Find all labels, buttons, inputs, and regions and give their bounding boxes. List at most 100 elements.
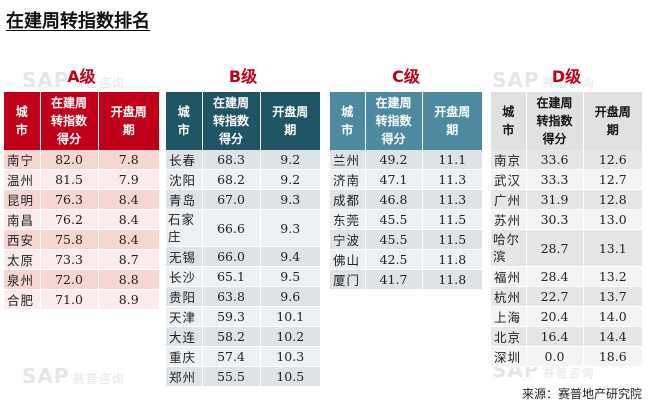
header-score: 在建周 转指数 得分 bbox=[202, 92, 261, 150]
score-cell: 76.3 bbox=[40, 189, 99, 210]
cycle-cell: 11.8 bbox=[422, 269, 482, 290]
city-cell: 哈尔滨 bbox=[491, 229, 527, 267]
city-cell: 温州 bbox=[4, 169, 41, 190]
score-cell: 28.7 bbox=[526, 229, 584, 267]
score-cell: 68.3 bbox=[202, 150, 261, 170]
table-row: 长春 68.3 9.2 bbox=[166, 150, 320, 170]
city-cell: 西安 bbox=[4, 229, 41, 250]
table-row: 佛山 42.5 11.8 bbox=[330, 249, 482, 270]
city-cell: 昆明 bbox=[4, 189, 41, 210]
panel-grade-d: D级 城市 在建周 转指数 得分 开盘周期 南京 33.6 12.6 武汉 33.3 12.7… bbox=[491, 66, 642, 367]
score-cell: 76.2 bbox=[40, 209, 99, 230]
rank-table: 城市 在建周 转指数 得分 开盘周期 长春 68.3 9.2 沈阳 68.2 9.2 青岛 67.… bbox=[166, 92, 320, 387]
table-row: 郑州 55.5 10.5 bbox=[166, 366, 320, 387]
city-cell: 济南 bbox=[330, 169, 366, 190]
city-cell: 武汉 bbox=[491, 169, 527, 190]
score-cell: 58.2 bbox=[202, 326, 261, 347]
score-cell: 41.7 bbox=[365, 269, 423, 290]
watermark: SAP 赛普咨询 bbox=[492, 358, 595, 382]
page-title: 在建周转指数排名 bbox=[6, 11, 150, 32]
score-cell: 0.0 bbox=[526, 346, 584, 367]
score-cell: 65.1 bbox=[202, 266, 261, 287]
cycle-cell: 11.1 bbox=[422, 150, 482, 170]
city-cell: 宁波 bbox=[330, 229, 366, 250]
city-cell: 苏州 bbox=[491, 209, 527, 230]
header-cycle: 开盘周期 bbox=[98, 92, 159, 150]
cycle-cell: 8.4 bbox=[98, 209, 159, 230]
cycle-cell: 9.2 bbox=[260, 150, 320, 170]
rank-table: 城市 在建周 转指数 得分 开盘周期 南京 33.6 12.6 武汉 33.3 12.7 广州 3… bbox=[491, 92, 642, 367]
score-cell: 55.5 bbox=[202, 366, 261, 387]
city-cell: 合肥 bbox=[4, 289, 41, 310]
cycle-cell: 13.0 bbox=[583, 209, 642, 230]
cycle-cell: 8.9 bbox=[98, 289, 159, 310]
cycle-cell: 12.8 bbox=[583, 189, 642, 210]
table-row: 昆明 76.3 8.4 bbox=[4, 189, 159, 210]
city-cell: 南京 bbox=[491, 150, 527, 170]
city-cell: 南宁 bbox=[4, 150, 41, 170]
cycle-cell: 18.6 bbox=[583, 346, 642, 367]
cycle-cell: 9.5 bbox=[260, 266, 320, 287]
score-cell: 46.8 bbox=[365, 189, 423, 210]
cycle-cell: 11.5 bbox=[422, 209, 482, 230]
watermark: SAP 赛普咨询 bbox=[22, 68, 125, 92]
cycle-cell: 9.4 bbox=[260, 246, 320, 267]
city-cell: 东莞 bbox=[330, 209, 366, 230]
grade-label: D级 bbox=[551, 67, 582, 86]
grade-label: C级 bbox=[392, 67, 420, 86]
cycle-cell: 11.5 bbox=[422, 229, 482, 250]
city-cell: 兰州 bbox=[330, 150, 366, 170]
score-cell: 49.2 bbox=[365, 150, 423, 170]
city-cell: 大连 bbox=[166, 326, 203, 347]
table-row: 合肥 71.0 8.9 bbox=[4, 289, 159, 310]
city-cell: 长沙 bbox=[166, 266, 203, 287]
header-score: 在建周 转指数 得分 bbox=[526, 92, 584, 150]
score-cell: 45.5 bbox=[365, 229, 423, 250]
cycle-cell: 14.4 bbox=[583, 326, 642, 347]
panel-grade-c: C级 城市 在建周 转指数 得分 开盘周期 兰州 49.2 11.1 济南 47.1 11.3… bbox=[330, 66, 482, 290]
header-cycle: 开盘周期 bbox=[260, 92, 320, 150]
table-row: 成都 46.8 11.3 bbox=[330, 189, 482, 210]
cycle-cell: 8.8 bbox=[98, 269, 159, 290]
header-cycle: 开盘周期 bbox=[583, 92, 642, 150]
score-cell: 66.0 bbox=[202, 246, 261, 267]
table-row: 温州 81.5 7.9 bbox=[4, 169, 159, 190]
table-row: 济南 47.1 11.3 bbox=[330, 169, 482, 190]
cycle-cell: 7.8 bbox=[98, 150, 159, 170]
city-cell: 无锡 bbox=[166, 246, 203, 267]
cycle-cell: 10.2 bbox=[260, 326, 320, 347]
score-cell: 28.4 bbox=[526, 266, 584, 287]
table-row: 大连 58.2 10.2 bbox=[166, 326, 320, 347]
city-cell: 佛山 bbox=[330, 249, 366, 270]
table-row: 东莞 45.5 11.5 bbox=[330, 209, 482, 230]
score-cell: 47.1 bbox=[365, 169, 423, 190]
table-row: 西安 75.8 8.4 bbox=[4, 229, 159, 250]
table-row: 上海 20.4 14.0 bbox=[491, 306, 642, 327]
score-cell: 67.0 bbox=[202, 189, 261, 210]
city-cell: 福州 bbox=[491, 266, 527, 287]
score-cell: 33.6 bbox=[526, 150, 584, 170]
header-city: 城市 bbox=[166, 92, 203, 150]
city-cell: 深圳 bbox=[491, 346, 527, 367]
table-row: 哈尔滨 28.7 13.1 bbox=[491, 229, 642, 267]
table-row: 兰州 49.2 11.1 bbox=[330, 150, 482, 170]
table-row: 南京 33.6 12.6 bbox=[491, 150, 642, 170]
table-row: 北京 16.4 14.4 bbox=[491, 326, 642, 347]
table-row: 深圳 0.0 18.6 bbox=[491, 346, 642, 367]
header-cycle: 开盘周期 bbox=[422, 92, 482, 150]
city-cell: 重庆 bbox=[166, 346, 203, 367]
table-row: 重庆 57.4 10.3 bbox=[166, 346, 320, 367]
rank-table: 城市 在建周 转指数 得分 开盘周期 南宁 82.0 7.8 温州 81.5 7.9 昆明 76.… bbox=[4, 92, 159, 310]
score-cell: 63.8 bbox=[202, 286, 261, 307]
score-cell: 20.4 bbox=[526, 306, 584, 327]
table-row: 贵阳 63.8 9.6 bbox=[166, 286, 320, 307]
city-cell: 郑州 bbox=[166, 366, 203, 387]
table-row: 武汉 33.3 12.7 bbox=[491, 169, 642, 190]
score-cell: 42.5 bbox=[365, 249, 423, 270]
score-cell: 45.5 bbox=[365, 209, 423, 230]
city-cell: 青岛 bbox=[166, 189, 203, 210]
header-score: 在建周 转指数 得分 bbox=[40, 92, 99, 150]
score-cell: 75.8 bbox=[40, 229, 99, 250]
cycle-cell: 13.7 bbox=[583, 286, 642, 307]
city-cell: 天津 bbox=[166, 306, 203, 327]
